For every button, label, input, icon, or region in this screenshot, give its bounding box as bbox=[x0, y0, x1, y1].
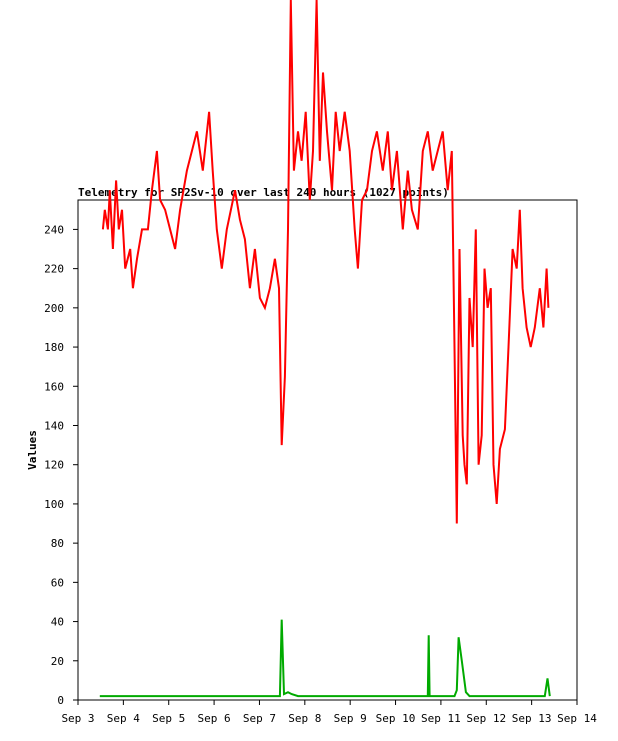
x-tick-label: Sep 12 bbox=[466, 712, 506, 725]
x-tick-label: Sep 8 bbox=[288, 712, 321, 725]
y-tick-label: 240 bbox=[44, 223, 64, 236]
x-tick-label: Sep 11 bbox=[421, 712, 461, 725]
y-tick-label: 200 bbox=[44, 302, 64, 315]
y-tick-label: 20 bbox=[51, 655, 64, 668]
x-tick-label: Sep 9 bbox=[334, 712, 367, 725]
y-tick-label: 60 bbox=[51, 576, 64, 589]
y-tick-label: 160 bbox=[44, 380, 64, 393]
y-tick-label: 0 bbox=[57, 694, 64, 707]
x-tick-label: Sep 3 bbox=[61, 712, 94, 725]
x-tick-label: Sep 6 bbox=[198, 712, 231, 725]
y-axis-label: Values bbox=[26, 430, 39, 470]
x-tick-label: Sep 4 bbox=[107, 712, 140, 725]
line-series bbox=[101, 0, 550, 524]
y-tick-label: 40 bbox=[51, 616, 64, 629]
x-tick-label: Sep 14 bbox=[557, 712, 597, 725]
line-series bbox=[99, 619, 551, 698]
x-tick-label: Sep 10 bbox=[376, 712, 416, 725]
y-tick-label: 220 bbox=[44, 263, 64, 276]
y-tick-label: 180 bbox=[44, 341, 64, 354]
y-tick-label: 120 bbox=[44, 459, 64, 472]
chart-title: Telemetry for SP2Sv-10 over last 240 hou… bbox=[78, 186, 449, 199]
x-tick-label: Sep 7 bbox=[243, 712, 276, 725]
x-tick-label: Sep 5 bbox=[152, 712, 185, 725]
plot-frame bbox=[77, 199, 578, 701]
y-tick-label: 100 bbox=[44, 498, 64, 511]
x-tick-label: Sep 13 bbox=[512, 712, 552, 725]
y-tick-label: 80 bbox=[51, 537, 64, 550]
y-tick-label: 140 bbox=[44, 419, 64, 432]
